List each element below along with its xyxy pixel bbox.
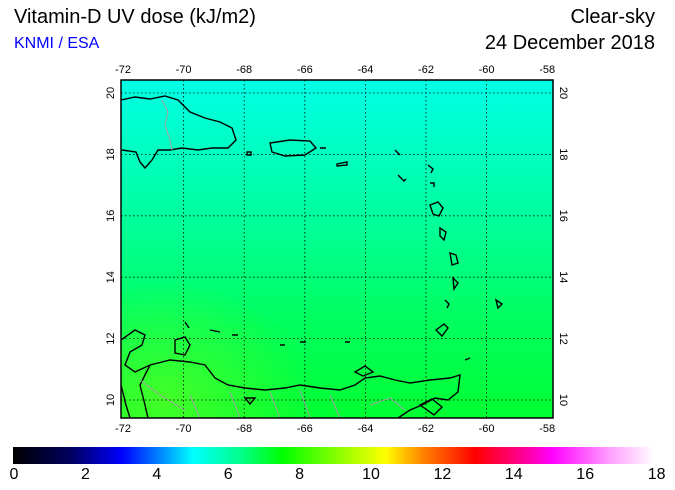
colorbar-tick-label: 14	[504, 466, 523, 483]
colorbar-tick-label: 10	[362, 466, 380, 483]
borders	[139, 99, 406, 419]
lon-tick-label: -58	[539, 423, 555, 435]
colorbar-tick-label: 18	[647, 466, 666, 483]
lon-tick-label: -62	[418, 423, 434, 435]
lat-tick-label: 16	[557, 210, 569, 222]
colorbar-tick-label: 6	[223, 466, 233, 483]
lon-tick-label: -66	[297, 423, 313, 435]
lon-tick-label: -68	[236, 423, 252, 435]
lon-tick-label: -70	[176, 423, 192, 435]
lon-tick-label: -58	[539, 64, 555, 76]
credit-label: KNMI / ESA	[14, 35, 100, 52]
lon-tick-label: -70	[176, 64, 192, 76]
lat-tick-label: 20	[557, 87, 569, 99]
colorbar-tick-label: 2	[80, 466, 90, 483]
lat-tick-label: 12	[105, 332, 117, 344]
lon-tick-label: -72	[115, 64, 131, 76]
colorbar-tick-label: 12	[433, 466, 452, 483]
lon-tick-label: -60	[479, 423, 495, 435]
lat-tick-label: 14	[557, 271, 569, 283]
lon-tick-label: -72	[115, 423, 131, 435]
map-frame	[120, 79, 554, 419]
lon-tick-label: -62	[418, 64, 434, 76]
lon-tick-label: -60	[479, 64, 495, 76]
lon-tick-label: -68	[236, 64, 252, 76]
lat-tick-label: 18	[105, 148, 117, 160]
colorbar	[13, 447, 655, 464]
coastlines	[120, 95, 504, 419]
lat-tick-label: 18	[557, 148, 569, 160]
lat-tick-label: 10	[557, 394, 569, 406]
colorbar-tick-label: 0	[9, 466, 19, 483]
colorbar-tick-label: 16	[576, 466, 595, 483]
lon-tick-label: -66	[297, 64, 313, 76]
date-label: 24 December 2018	[484, 32, 655, 54]
graticule	[121, 80, 553, 418]
lat-tick-label: 20	[105, 87, 117, 99]
colorbar-tick-label: 4	[152, 466, 162, 483]
lat-tick-label: 10	[105, 394, 117, 406]
lat-tick-label: 16	[105, 210, 117, 222]
lon-tick-label: -64	[357, 423, 373, 435]
lon-tick-label: -64	[357, 64, 373, 76]
lat-tick-label: 12	[557, 332, 569, 344]
lat-tick-label: 14	[105, 271, 117, 283]
condition-label: Clear-sky	[570, 6, 655, 28]
map-title: Vitamin-D UV dose (kJ/m2)	[14, 6, 256, 28]
colorbar-tick-label: 8	[295, 466, 305, 483]
